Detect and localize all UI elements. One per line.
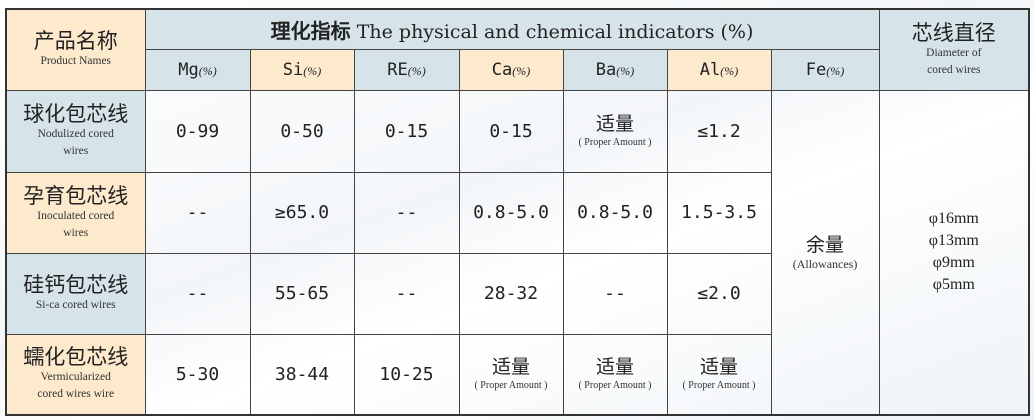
indicators-cn: 理化指标 (270, 18, 351, 43)
ba-cell: -- (562, 252, 668, 335)
col-unit: (%) (198, 63, 217, 78)
product-en: Inoculated cored wires (7, 208, 145, 242)
ba-sub: ( Proper Amount ) (578, 137, 652, 148)
ca-cell: 0.8-5.0 (458, 171, 564, 254)
col-header-re: RE(%) (353, 48, 460, 91)
re-cell: 0-15 (353, 89, 460, 173)
al-cell: ≤2.0 (666, 252, 772, 335)
col-unit: (%) (512, 63, 531, 78)
diameter-en: Diameter of cored wires (880, 45, 1029, 79)
ba-cell: 适量( Proper Amount ) (562, 333, 668, 416)
product-en-line2: wires (63, 226, 89, 239)
product-name-cell: 球化包芯线 Nodulized cored wires (5, 89, 146, 173)
product-cn: 蠕化包芯线 (23, 345, 129, 370)
mg-cell: 5-30 (144, 333, 251, 416)
re-cell: 10-25 (353, 333, 460, 416)
al-cell: ≤1.2 (666, 89, 772, 173)
ba-sub: ( Proper Amount ) (578, 380, 652, 392)
ca-cell: 28-32 (458, 252, 564, 335)
fe-cell: 余量 (Allowances) (770, 89, 880, 416)
diameter-value: φ9mm (932, 254, 975, 272)
col-el: Fe (805, 59, 827, 80)
mg-cell: -- (144, 252, 251, 335)
col-header-si: Si(%) (249, 48, 355, 91)
ba-value: 适量 (595, 113, 634, 135)
col-el: RE (387, 59, 408, 80)
product-en-line1: Vermicularized (40, 371, 111, 384)
ba-value: 适量 (595, 356, 634, 379)
product-en-line1: Inoculated cored (37, 209, 115, 222)
col-header-al: Al(%) (666, 48, 772, 91)
ca-cell: 0-15 (458, 89, 564, 173)
diameter-value: φ5mm (932, 276, 975, 294)
product-name-cell: 蠕化包芯线 Vermicularized cored wires wire (5, 333, 146, 416)
ca-value: 适量 (491, 356, 530, 379)
fe-value: 余量 (806, 234, 845, 257)
col-unit: (%) (303, 63, 322, 78)
table-row: 孕育包芯线 Inoculated cored wires -- ≥65.0 -- … (5, 171, 1029, 254)
si-cell: 55-65 (249, 252, 355, 335)
col-unit: (%) (720, 63, 739, 78)
product-cn: 硅钙包芯线 (23, 273, 129, 297)
fe-sub: (Allowances) (792, 257, 858, 272)
al-sub: ( Proper Amount ) (682, 380, 756, 392)
col-unit: (%) (826, 63, 845, 78)
si-cell: 38-44 (249, 333, 355, 416)
si-cell: ≥65.0 (249, 171, 355, 254)
specs-table: 产品名称 Product Names 理化指标 The physical and… (5, 8, 1031, 416)
ba-cell: 适量 ( Proper Amount ) (562, 89, 668, 173)
product-en-line2: wires (63, 145, 89, 157)
ca-sub: ( Proper Amount ) (474, 380, 548, 392)
ba-cell: 0.8-5.0 (562, 171, 668, 254)
product-cn: 孕育包芯线 (23, 183, 129, 208)
si-cell: 0-50 (249, 89, 355, 173)
product-name-cell: 孕育包芯线 Inoculated cored wires (5, 171, 146, 254)
product-name-cell: 硅钙包芯线 Si-ca cored wires (5, 252, 146, 335)
al-cell: 适量( Proper Amount ) (666, 333, 772, 416)
col-header-ba: Ba(%) (562, 48, 668, 91)
col-unit: (%) (407, 63, 426, 78)
product-names-en: Product Names (40, 55, 112, 68)
mg-cell: -- (144, 171, 251, 254)
product-names-header: 产品名称 Product Names (5, 8, 146, 91)
al-cell: 1.5-3.5 (666, 171, 772, 254)
table-row: 蠕化包芯线 Vermicularized cored wires wire 5-3… (5, 333, 1029, 416)
diameter-value: φ16mm (928, 210, 979, 228)
col-header-fe: Fe(%) (770, 48, 880, 91)
col-el: Ba (595, 59, 617, 80)
diameter-cn: 芯线直径 (911, 20, 996, 45)
col-header-mg: Mg(%) (144, 48, 251, 91)
product-en: Si-ca cored wires (35, 299, 116, 311)
re-cell: -- (353, 252, 460, 335)
indicators-header: 理化指标 The physical and chemical indicator… (144, 8, 880, 50)
table-row: 球化包芯线 Nodulized cored wires 0-99 0-50 0-1… (5, 89, 1030, 416)
col-el: Ca (491, 59, 513, 80)
product-en-line2: cored wires wire (37, 388, 115, 401)
col-el: Si (282, 59, 304, 80)
re-cell: -- (353, 171, 460, 254)
product-en: Vermicularized cored wires wire (7, 369, 145, 403)
diameter-en-line1: Diameter of (926, 46, 982, 59)
product-en: Nodulized cored wires (7, 126, 145, 160)
diameter-en-line2: cored wires (927, 63, 981, 76)
col-header-ca: Ca(%) (458, 48, 564, 91)
col-el: Al (699, 59, 721, 80)
diameter-header: 芯线直径 Diameter of cored wires (878, 8, 1030, 91)
product-cn: 球化包芯线 (23, 102, 129, 126)
mg-cell: 0-99 (144, 89, 251, 173)
col-el: Mg (178, 59, 199, 80)
ca-cell: 适量( Proper Amount ) (458, 333, 564, 416)
col-unit: (%) (616, 63, 635, 78)
indicators-en: The physical and chemical indicators (%) (356, 20, 754, 43)
diameter-cell: φ16mm φ13mm φ9mm φ5mm (878, 89, 1030, 416)
al-value: 适量 (699, 356, 738, 379)
product-en-line1: Nodulized cored (37, 128, 114, 140)
product-names-cn: 产品名称 (33, 29, 118, 54)
diameter-value: φ13mm (928, 232, 979, 250)
